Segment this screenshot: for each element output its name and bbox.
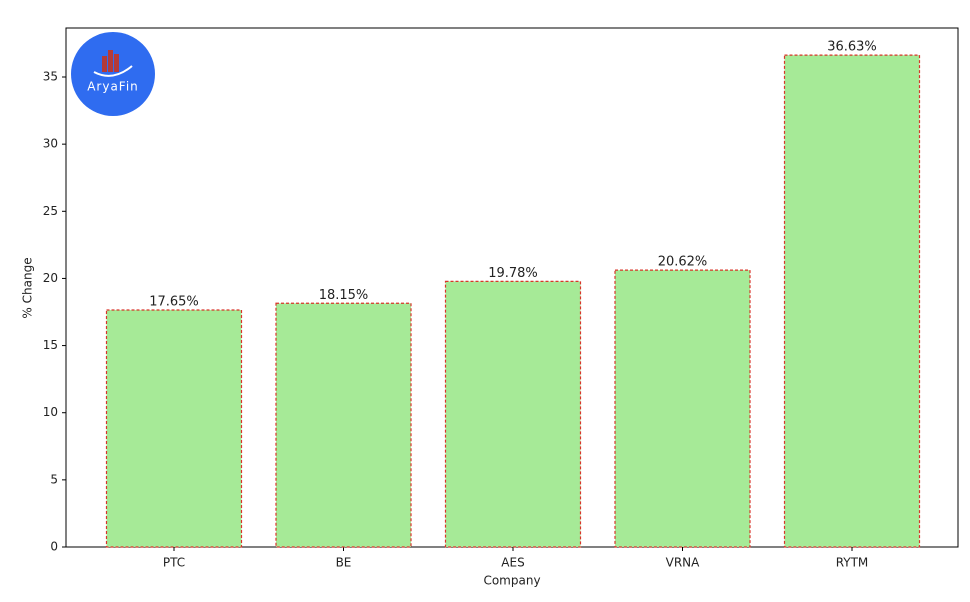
bar <box>105 309 243 548</box>
logo-swoosh <box>93 65 133 77</box>
value-label: 36.63% <box>827 40 877 55</box>
bar <box>275 302 412 548</box>
logo-circle <box>71 32 155 116</box>
x-tick-label: PTC <box>163 556 185 570</box>
y-tick-label: 5 <box>50 472 58 486</box>
bar <box>444 280 582 548</box>
x-tick-label: RYTM <box>836 556 869 570</box>
x-axis-label: Company <box>483 574 540 588</box>
bar <box>783 54 921 548</box>
value-label: 19.78% <box>488 266 538 281</box>
y-tick-label: 0 <box>50 540 58 554</box>
y-tick-label: 10 <box>43 405 58 419</box>
x-tick-label: VRNA <box>666 556 701 570</box>
logo-icon <box>102 56 107 72</box>
y-tick-label: 15 <box>43 338 58 352</box>
y-axis-label: % Change <box>21 257 35 318</box>
value-label: 18.15% <box>319 288 369 303</box>
value-label: 17.65% <box>149 294 199 309</box>
x-tick-label: BE <box>336 556 352 570</box>
x-tick-label: AES <box>501 556 524 570</box>
y-tick-label: 20 <box>43 271 58 285</box>
logo-icon <box>108 50 113 72</box>
value-label: 20.62% <box>658 255 708 270</box>
y-tick-label: 30 <box>43 137 58 151</box>
logo: AryaFin <box>71 32 155 116</box>
logo-icon <box>114 54 119 72</box>
y-tick-label: 35 <box>43 70 58 84</box>
y-tick-label: 25 <box>43 204 58 218</box>
bar <box>614 269 751 548</box>
logo-text: AryaFin <box>87 80 139 94</box>
